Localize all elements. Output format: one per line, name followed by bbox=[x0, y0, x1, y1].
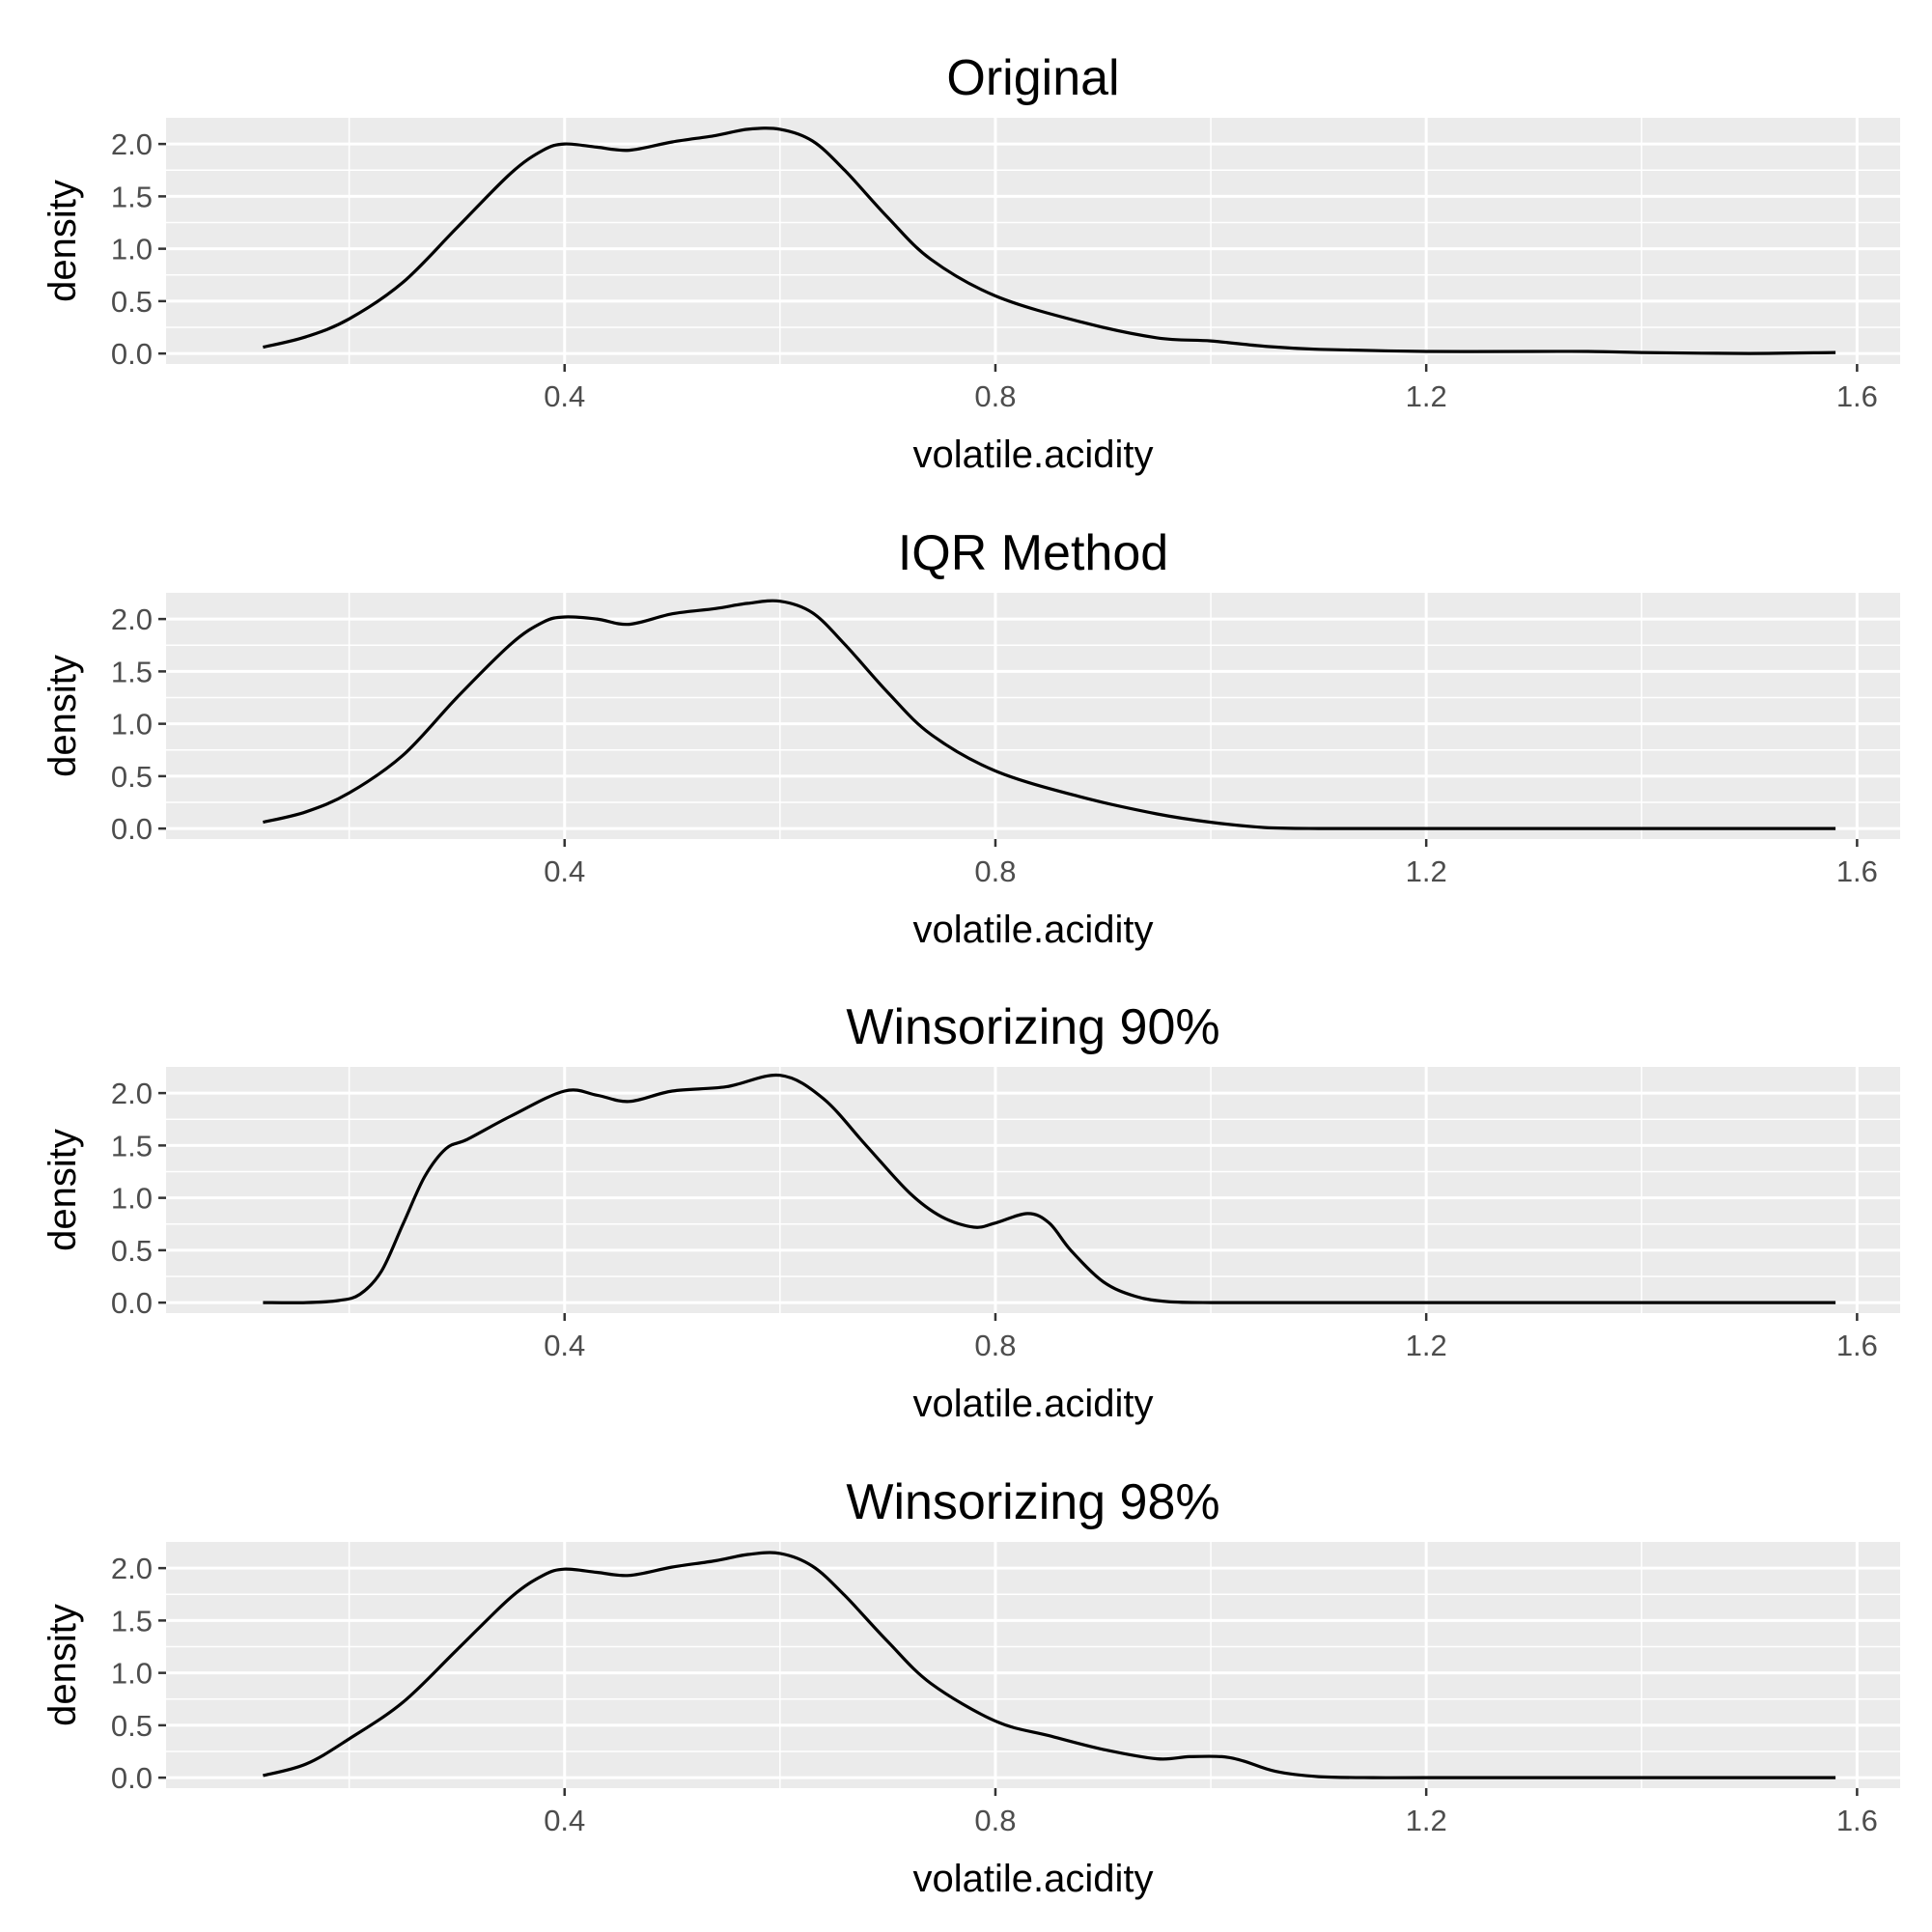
y-tick-label: 1.5 bbox=[111, 1604, 153, 1638]
panel-title: Original bbox=[946, 50, 1119, 106]
y-axis-title: density bbox=[42, 1129, 84, 1251]
x-axis-title: volatile.acidity bbox=[912, 434, 1153, 476]
y-tick-label: 1.5 bbox=[111, 180, 153, 213]
plot-background bbox=[166, 1542, 1900, 1788]
y-tick-label: 1.0 bbox=[111, 1657, 153, 1691]
x-tick-label: 1.2 bbox=[1406, 1329, 1447, 1362]
panel-title: Winsorizing 90% bbox=[846, 999, 1219, 1055]
y-tick-label: 1.0 bbox=[111, 1182, 153, 1216]
x-tick-label: 1.6 bbox=[1836, 379, 1878, 413]
y-tick-label: 0.0 bbox=[111, 1286, 153, 1320]
y-tick-label: 2.0 bbox=[111, 1552, 153, 1585]
x-axis-title: volatile.acidity bbox=[912, 1383, 1153, 1425]
y-tick-label: 0.0 bbox=[111, 337, 153, 371]
x-tick-label: 1.6 bbox=[1836, 1804, 1878, 1837]
density-line bbox=[263, 599, 1836, 830]
y-axis-title: density bbox=[42, 180, 84, 302]
x-tick-label: 0.4 bbox=[544, 854, 585, 888]
y-axis-title: density bbox=[42, 1604, 84, 1726]
x-tick-label: 0.8 bbox=[974, 854, 1016, 888]
x-tick-label: 0.4 bbox=[544, 1329, 585, 1362]
density-line bbox=[262, 1551, 1836, 1779]
panel-title: IQR Method bbox=[898, 525, 1168, 581]
x-tick-label: 1.6 bbox=[1836, 1329, 1878, 1362]
panel-4: 0.0 0.5 1.0 1.5 2.0 0.4 0.8 1.2 1.6 Winsorizing 9… bbox=[42, 1474, 1900, 1900]
panel-3: 0.0 0.5 1.0 1.5 2.0 0.4 0.8 1.2 1.6 Winsorizing 9… bbox=[42, 999, 1900, 1425]
density-line bbox=[263, 126, 1836, 355]
y-tick-label: 2.0 bbox=[111, 1077, 153, 1110]
y-tick-label: 0.5 bbox=[111, 1234, 153, 1268]
y-tick-label: 0.0 bbox=[111, 1761, 153, 1795]
y-tick-label: 1.5 bbox=[111, 655, 153, 688]
x-tick-label: 0.8 bbox=[974, 1804, 1016, 1837]
density-line bbox=[263, 1073, 1836, 1304]
y-tick-label: 0.0 bbox=[111, 812, 153, 846]
x-tick-label: 1.2 bbox=[1406, 379, 1447, 413]
y-tick-label: 1.0 bbox=[111, 233, 153, 266]
panel-2: 0.0 0.5 1.0 1.5 2.0 0.4 0.8 1.2 1.6 IQR Method vol… bbox=[42, 525, 1900, 951]
plot-background bbox=[166, 118, 1900, 364]
y-tick-label: 2.0 bbox=[111, 127, 153, 161]
x-tick-label: 0.8 bbox=[974, 379, 1016, 413]
y-tick-label: 2.0 bbox=[111, 602, 153, 636]
x-tick-label: 0.4 bbox=[544, 379, 585, 413]
x-tick-label: 1.6 bbox=[1836, 854, 1878, 888]
y-tick-label: 1.5 bbox=[111, 1129, 153, 1162]
plot-background bbox=[166, 1067, 1900, 1313]
y-tick-label: 0.5 bbox=[111, 285, 153, 319]
x-axis-title: volatile.acidity bbox=[912, 909, 1153, 951]
x-tick-label: 1.2 bbox=[1406, 854, 1447, 888]
x-axis-title: volatile.acidity bbox=[912, 1858, 1153, 1900]
y-tick-label: 1.0 bbox=[111, 708, 153, 742]
plot-background bbox=[166, 593, 1900, 839]
x-tick-label: 0.8 bbox=[974, 1329, 1016, 1362]
y-axis-title: density bbox=[42, 655, 84, 777]
panel-title: Winsorizing 98% bbox=[846, 1474, 1219, 1530]
x-tick-label: 0.4 bbox=[544, 1804, 585, 1837]
y-tick-label: 0.5 bbox=[111, 1709, 153, 1743]
y-tick-label: 0.5 bbox=[111, 760, 153, 794]
panel-1: 0.0 0.5 1.0 1.5 2.0 0.4 0.8 1.2 1.6 Original volat… bbox=[42, 50, 1900, 476]
x-tick-label: 1.2 bbox=[1406, 1804, 1447, 1837]
